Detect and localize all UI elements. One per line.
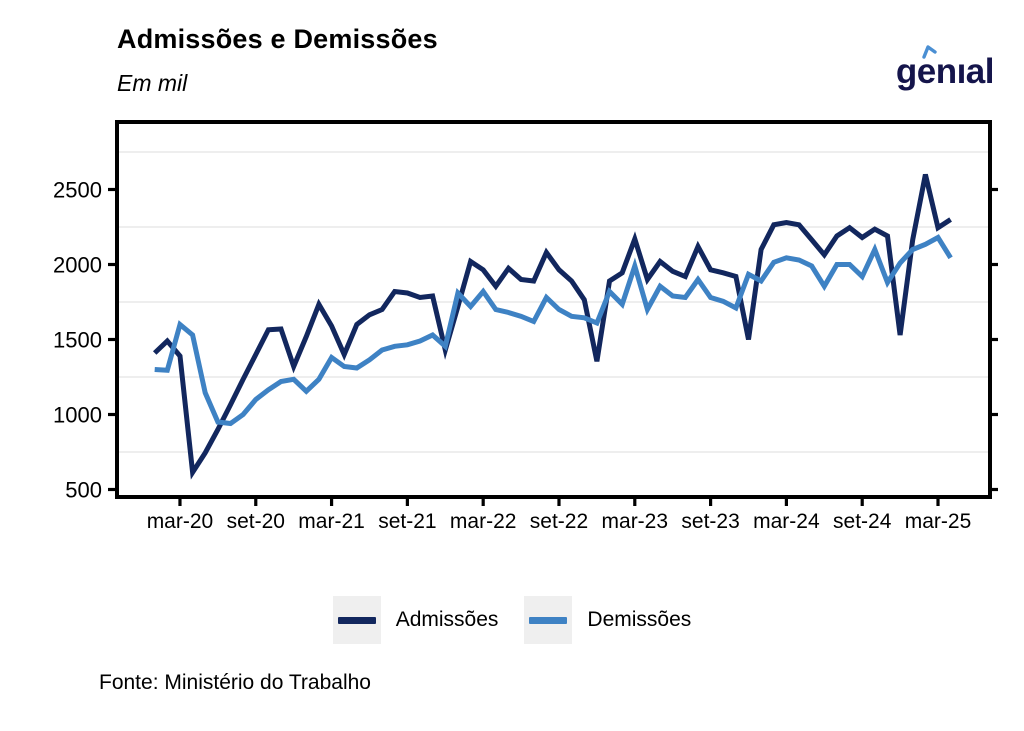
x-axis-label: set-23 [681, 510, 739, 533]
admissoes-line [152, 173, 952, 480]
legend-item-demissoes: Demissões [524, 596, 691, 644]
x-axis-label: set-24 [833, 510, 892, 533]
x-axis-label: set-22 [530, 510, 588, 533]
admissoes-line-swatch [337, 616, 376, 624]
x-axis-label: mar-25 [905, 510, 972, 533]
y-axis-label: 500 [65, 478, 102, 503]
chart-title: Admissões e Demissões [117, 24, 438, 54]
legend: Admissões Demissões [0, 596, 1024, 644]
x-axis-label: mar-22 [450, 510, 517, 533]
x-axis-label: set-20 [227, 510, 285, 533]
logo-text: genıal [895, 52, 995, 91]
x-axis-label: mar-24 [753, 510, 820, 533]
x-axis-label: mar-23 [602, 510, 669, 533]
x-axis-label: mar-21 [298, 510, 365, 533]
y-axis-label: 1500 [53, 328, 102, 353]
y-axis-label: 2000 [53, 253, 102, 278]
x-axis-label: mar-20 [147, 510, 214, 533]
y-axis-label: 1000 [53, 403, 102, 428]
x-axis-label: set-21 [378, 510, 436, 533]
genial-logo: genıal [895, 45, 995, 92]
legend-label-demissoes: Demissões [587, 608, 692, 631]
demissoes-line-swatch [529, 616, 568, 624]
legend-key [524, 596, 573, 644]
legend-label-admissoes: Admissões [395, 608, 499, 631]
chart-subtitle: Em mil [117, 70, 188, 96]
demissoes-line [154, 234, 953, 427]
source-note: Fonte: Ministério do Trabalho [99, 671, 371, 694]
line-chart-canvas: 500 1000 1500 2000 2500 mar-20 set-20 mar-21 set… [53, 120, 998, 533]
legend-item-admissoes: Admissões [332, 596, 499, 644]
logo-accent-icon [922, 45, 937, 59]
panel-border [115, 120, 992, 499]
y-axis-label: 2500 [53, 178, 102, 203]
legend-key [332, 596, 381, 644]
